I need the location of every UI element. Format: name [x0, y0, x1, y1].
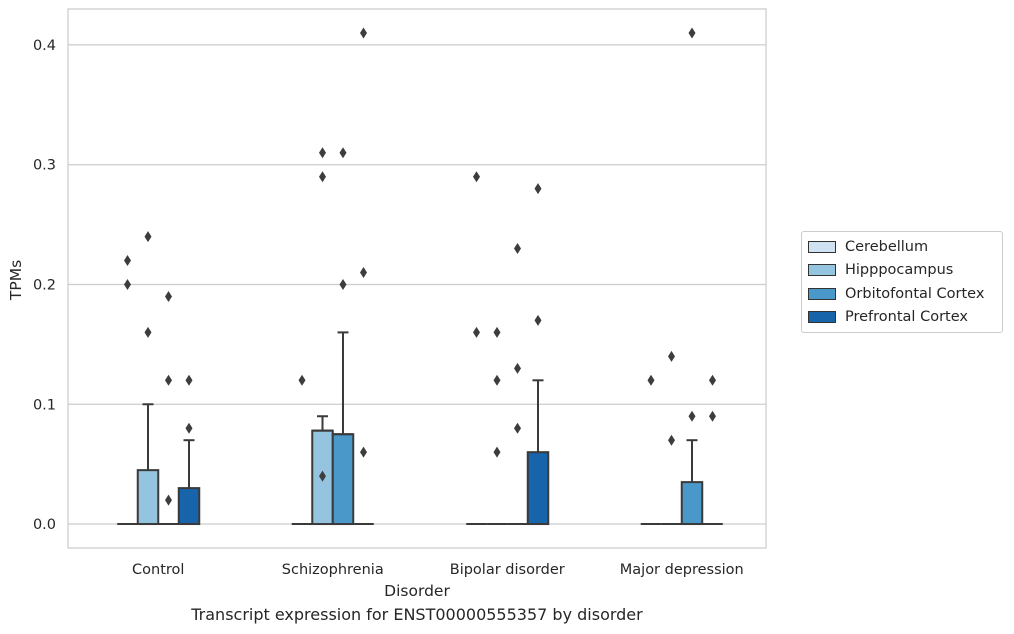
outlier-point	[298, 374, 306, 386]
box-group	[331, 147, 355, 526]
legend-swatch	[808, 240, 836, 253]
legend-item: Prefrontal Cortex	[802, 306, 1002, 330]
outlier-point	[185, 422, 193, 434]
outlier-point	[534, 183, 542, 195]
outlier-point	[165, 374, 172, 386]
outlier-point	[185, 374, 193, 386]
outlier-point	[360, 27, 367, 39]
box-group	[291, 374, 313, 526]
x-axis: Control Schizophrenia Bipolar disorder Majo…	[132, 562, 744, 578]
outlier-point	[124, 255, 131, 267]
y-tick-label: 0.3	[33, 158, 56, 174]
y-axis-label: TPMs	[7, 260, 25, 301]
outlier-point	[493, 374, 501, 386]
outlier-point	[124, 278, 131, 290]
x-tick-label: Schizophrenia	[282, 562, 384, 578]
legend-swatch	[808, 311, 836, 324]
box-group	[311, 147, 334, 526]
box-group	[507, 243, 528, 526]
legend-item: Cerebellum	[802, 235, 1002, 259]
outlier-point	[688, 410, 696, 422]
outlier-point	[668, 434, 675, 446]
legend: Cerebellum Hipppocampus Orbitofontal Corte…	[801, 231, 1003, 333]
outlier-point	[709, 374, 716, 386]
outlier-point	[339, 278, 347, 290]
box-group	[353, 27, 374, 526]
plot-area	[117, 27, 723, 526]
legend-label: Cerebellum	[845, 238, 929, 255]
legend-label: Hipppocampus	[845, 262, 954, 279]
box-group	[526, 183, 550, 526]
box-group	[661, 350, 682, 526]
box	[526, 451, 550, 526]
x-axis-label: Disorder	[384, 582, 450, 600]
x-tick-label: Major depression	[620, 562, 744, 578]
box-group	[486, 326, 508, 526]
box-group	[177, 374, 201, 526]
outlier-point	[534, 314, 542, 326]
outlier-point	[493, 446, 501, 458]
outlier-point	[514, 243, 521, 255]
legend-swatch	[808, 287, 836, 300]
box	[331, 433, 355, 526]
outlier-point	[493, 326, 501, 338]
outlier-point	[473, 326, 480, 338]
outlier-point	[165, 290, 172, 302]
outlier-point	[647, 374, 655, 386]
outlier-point	[360, 446, 367, 458]
x-tick-label: Control	[132, 562, 184, 578]
outlier-point	[473, 171, 480, 183]
box	[680, 481, 704, 526]
legend-label: Prefrontal Cortex	[845, 309, 968, 326]
box-group	[680, 27, 704, 526]
box-group	[117, 255, 138, 526]
chart-caption: Transcript expression for ENST0000055535…	[191, 605, 643, 624]
outlier-point	[360, 267, 367, 279]
legend-item: Hipppocampus	[802, 259, 1002, 283]
outlier-point	[514, 362, 521, 374]
outlier-point	[319, 171, 326, 183]
box	[136, 469, 160, 526]
outlier-point	[514, 422, 521, 434]
outlier-point	[688, 27, 696, 39]
outlier-point	[339, 147, 347, 159]
gridlines	[68, 44, 766, 525]
outlier-point	[144, 231, 152, 243]
legend-item: Orbitofontal Cortex	[802, 282, 1002, 306]
box	[177, 487, 201, 526]
box-group	[702, 374, 723, 526]
outlier-point	[144, 326, 152, 338]
y-tick-label: 0.1	[33, 397, 56, 413]
y-tick-label: 0.0	[33, 517, 56, 533]
plot-frame	[67, 8, 767, 549]
y-tick-label: 0.4	[33, 38, 56, 54]
box-group	[466, 171, 487, 526]
outlier-point	[709, 410, 716, 422]
outlier-point	[668, 350, 675, 362]
y-axis: 0.0 0.1 0.2 0.3 0.4	[33, 38, 56, 533]
y-tick-label: 0.2	[33, 277, 56, 293]
legend-label: Orbitofontal Cortex	[845, 285, 985, 302]
outlier-point	[319, 147, 326, 159]
outlier-point	[319, 470, 326, 482]
x-tick-label: Bipolar disorder	[450, 562, 565, 578]
box-group	[158, 290, 179, 526]
legend-swatch	[808, 264, 836, 277]
box-group	[640, 374, 662, 526]
box-group	[136, 231, 160, 526]
outlier-point	[165, 494, 172, 506]
